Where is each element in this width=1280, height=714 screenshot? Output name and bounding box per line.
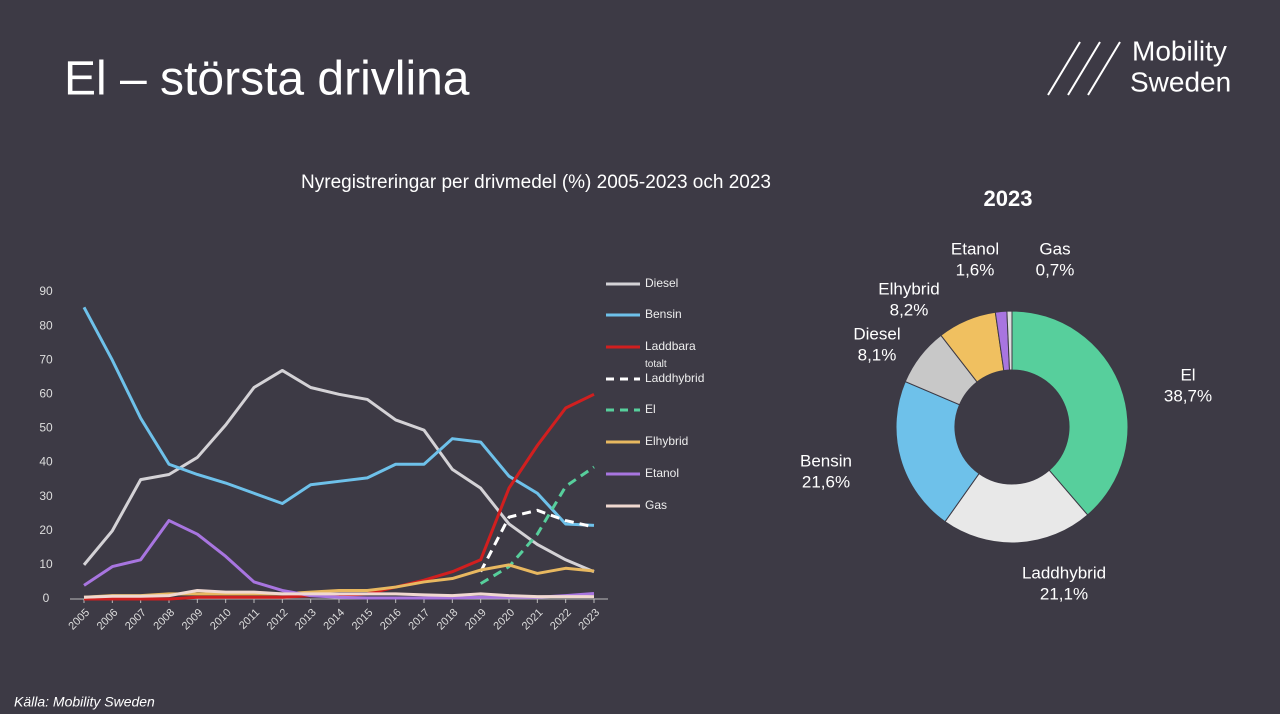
slice-name: Bensin	[800, 451, 852, 470]
y-tick-label: 80	[39, 318, 53, 332]
logo-stroke	[1067, 41, 1101, 96]
series-line	[82, 306, 595, 527]
y-tick-label: 40	[39, 455, 53, 469]
series-line	[82, 368, 595, 574]
logo-text: Mobility	[1132, 35, 1227, 66]
series-line	[479, 508, 595, 573]
series-line	[479, 465, 595, 585]
chart-title: Nyregistreringar per drivmedel (%) 2005-…	[301, 172, 771, 193]
pie-title: 2023	[984, 186, 1033, 211]
slice-value: 8,1%	[858, 345, 897, 364]
slice-name: Gas	[1039, 239, 1070, 258]
logo	[1047, 41, 1121, 96]
donut-slice	[1011, 310, 1129, 516]
legend-label: Laddhybrid	[645, 371, 704, 385]
donut-slice	[895, 380, 980, 523]
slice-value: 8,2%	[890, 300, 929, 319]
logo-text: Sweden	[1130, 66, 1231, 97]
y-tick-label: 90	[39, 284, 53, 298]
logo-stroke	[1087, 41, 1121, 96]
legend-label: Laddbara totalt	[645, 339, 696, 369]
legend-label: Elhybrid	[645, 434, 688, 448]
slice-value: 38,7%	[1164, 386, 1212, 405]
slice-name: Laddhybrid	[1022, 563, 1106, 582]
slice-name: Diesel	[853, 324, 900, 343]
y-tick-label: 10	[39, 557, 53, 571]
series-line	[83, 519, 595, 600]
y-tick-label: 50	[39, 421, 53, 435]
y-tick-label: 60	[39, 387, 53, 401]
slice-name: El	[1180, 365, 1195, 384]
series-line	[83, 588, 594, 599]
legend-label: Etanol	[645, 466, 679, 480]
y-tick-label: 20	[39, 523, 53, 537]
legend-label: El	[645, 402, 656, 416]
y-tick-label: 70	[39, 352, 53, 366]
legend-label: Gas	[645, 498, 667, 512]
legend-label: Diesel	[645, 276, 678, 290]
slice-value: 1,6%	[956, 260, 995, 279]
slice-name: Elhybrid	[878, 279, 939, 298]
slice-value: 21,6%	[802, 472, 850, 491]
slide-title: El – största drivlina	[64, 53, 470, 106]
series-line	[84, 392, 595, 601]
legend-label: Bensin	[645, 307, 682, 321]
y-tick-label: 30	[39, 489, 53, 503]
y-tick-label: 0	[43, 591, 50, 605]
slice-value: 0,7%	[1036, 260, 1075, 279]
donut-slice	[1006, 310, 1013, 371]
source: Källa: Mobility Sweden	[14, 694, 155, 710]
series-line	[83, 563, 595, 599]
slice-value: 21,1%	[1040, 584, 1088, 603]
logo-stroke	[1047, 41, 1081, 96]
donut-slice	[944, 469, 1089, 544]
slice-name: Etanol	[951, 239, 999, 258]
